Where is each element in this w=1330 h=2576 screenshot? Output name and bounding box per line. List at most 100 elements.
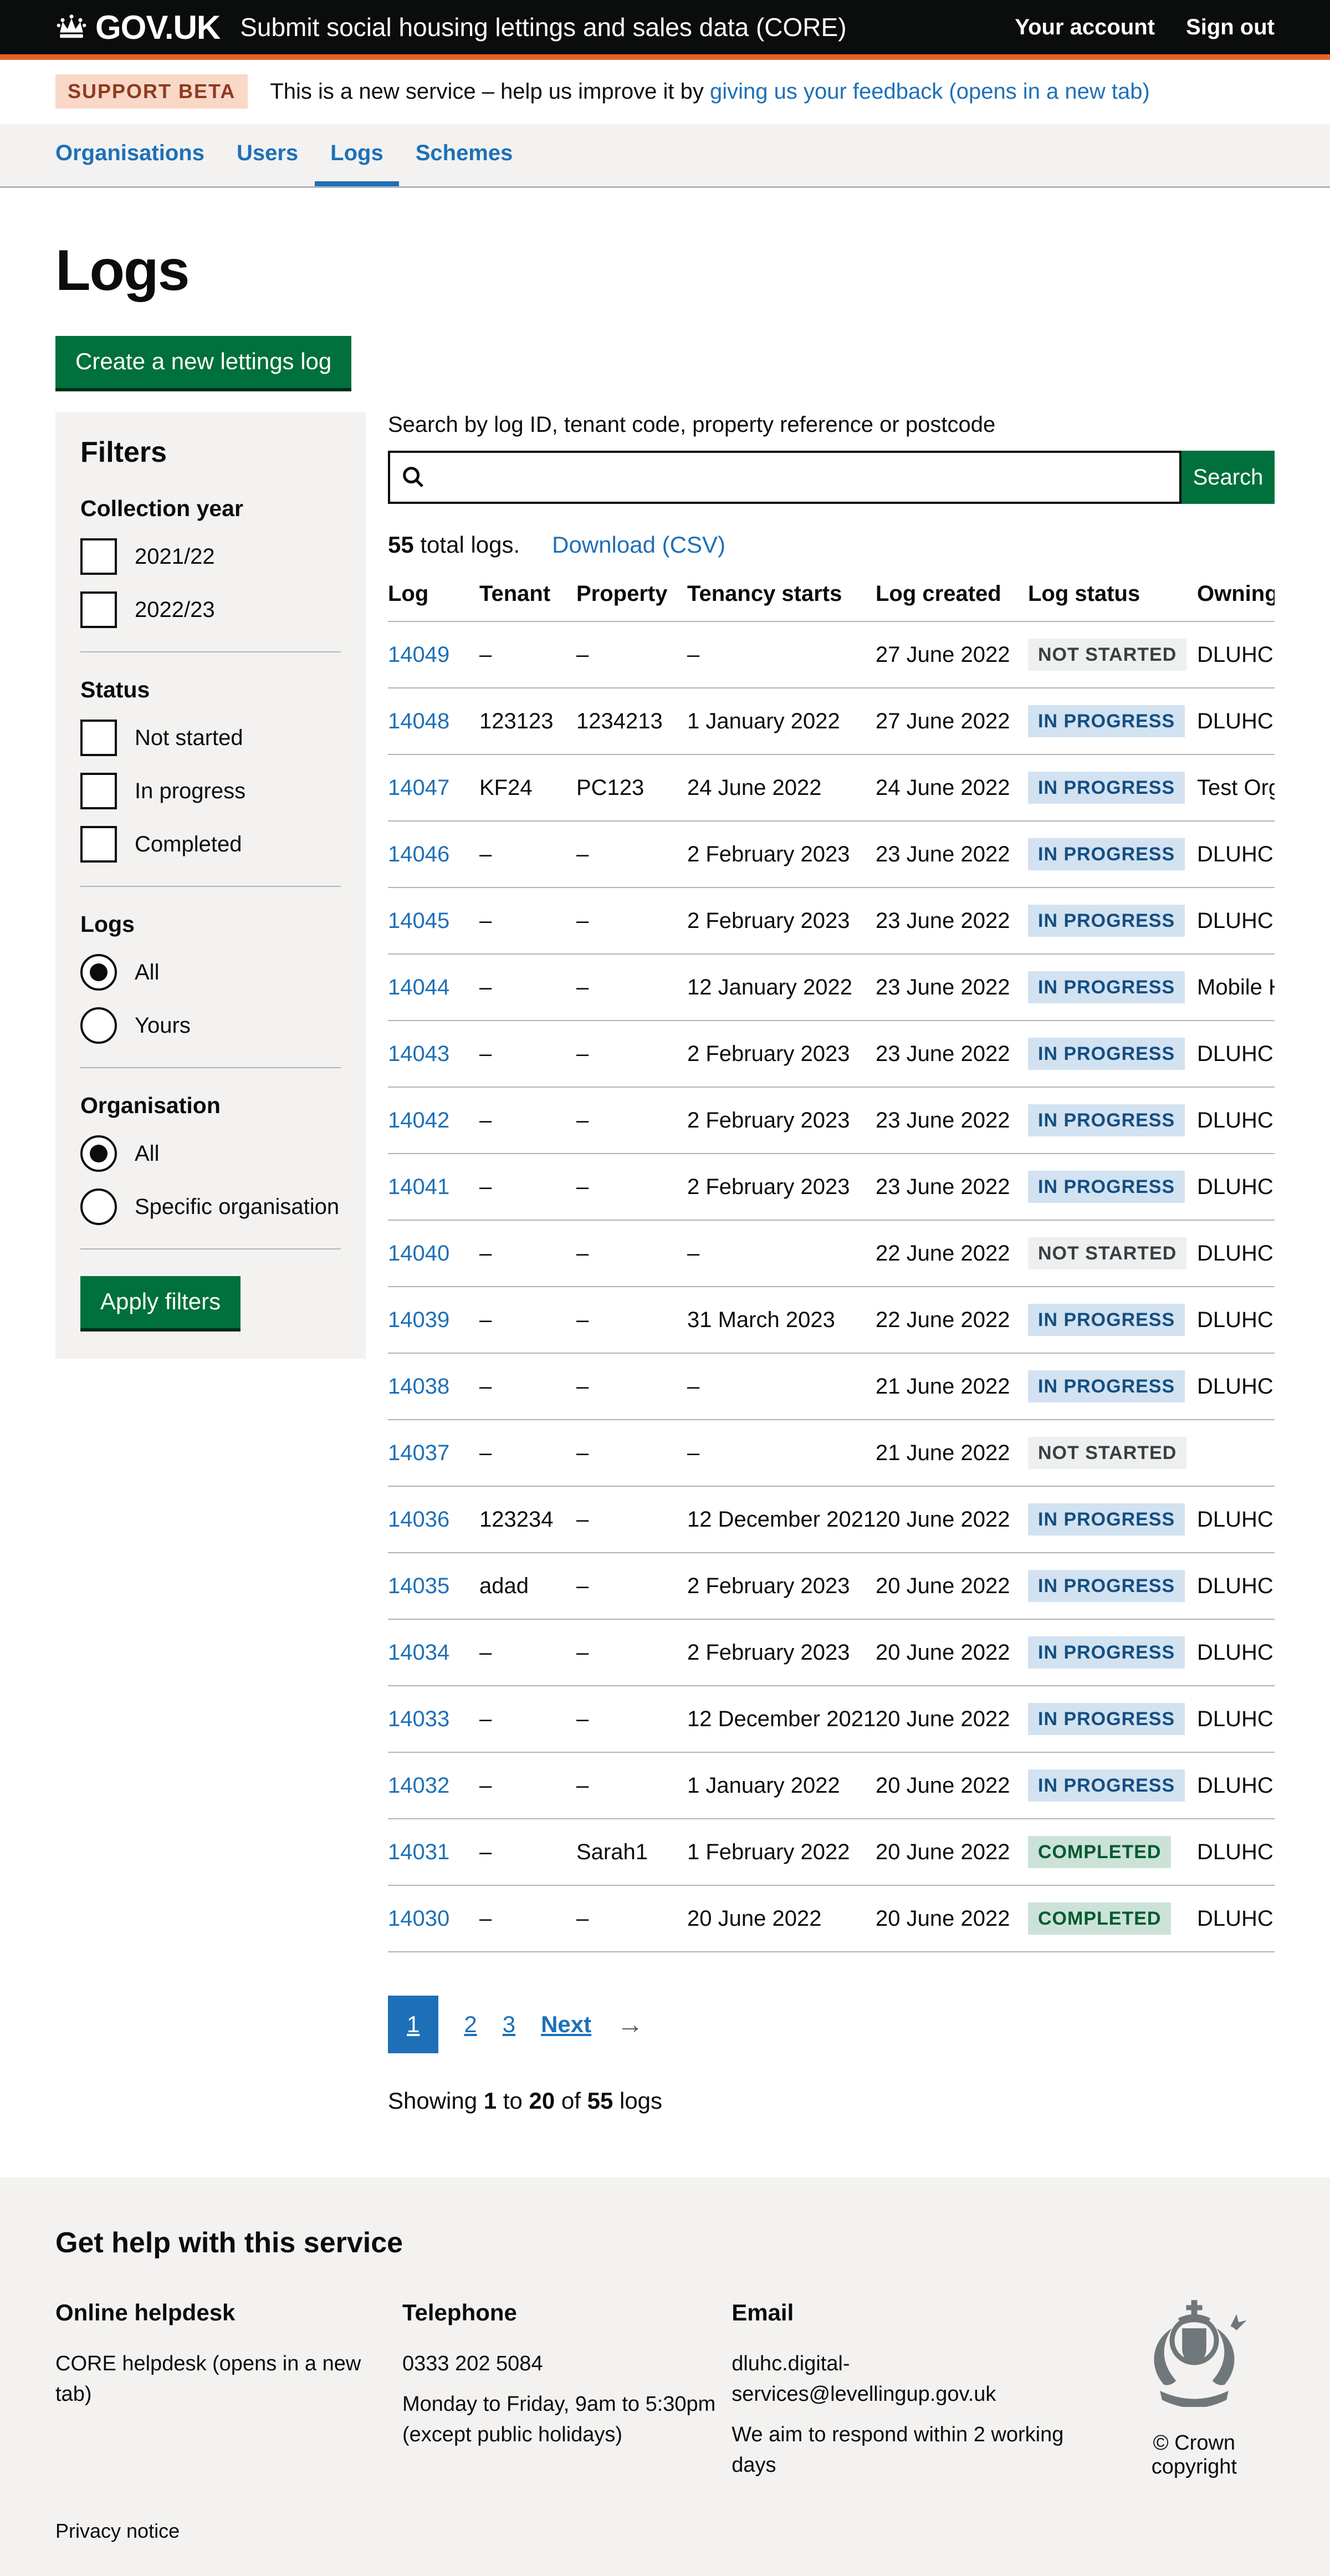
table-row: 14031 – Sarah1 1 February 2022 20 June 2022 C…	[388, 1819, 1275, 1886]
nav-link-users[interactable]: Users	[236, 141, 299, 165]
radio-all[interactable]	[80, 1135, 117, 1172]
filter-group-logs: Logs All Yours	[80, 911, 341, 1044]
log-link-14041[interactable]: 14041	[388, 1174, 450, 1199]
log-link-14038[interactable]: 14038	[388, 1374, 450, 1399]
privacy-notice-link[interactable]: Privacy notice	[55, 2519, 180, 2543]
status-badge: IN PROGRESS	[1028, 705, 1185, 737]
tenancy-starts-cell: 1 January 2022	[687, 688, 876, 755]
option-label-all[interactable]: All	[135, 1141, 160, 1166]
log-link-14034[interactable]: 14034	[388, 1640, 450, 1665]
log-link-14031[interactable]: 14031	[388, 1839, 450, 1864]
table-row: 14044– –12 January 2022 23 June 2022 IN PRO…	[388, 954, 1275, 1021]
tenancy-starts-cell: 24 June 2022	[687, 754, 876, 822]
crown-copyright-link[interactable]: © Crown copyright	[1151, 2431, 1237, 2478]
search-input[interactable]	[388, 451, 1181, 504]
tenancy-starts-cell: –	[687, 1420, 876, 1487]
log-id-cell: 14041	[388, 1154, 479, 1221]
owning-organisation-cell: DLUHC	[1197, 621, 1275, 688]
log-id-cell: 14038	[388, 1353, 479, 1420]
pagination-page-2[interactable]: 2	[464, 2011, 477, 2037]
checkbox-not-started[interactable]	[80, 720, 117, 756]
log-link-14046[interactable]: 14046	[388, 841, 450, 866]
log-link-14043[interactable]: 14043	[388, 1041, 450, 1066]
service-name-link[interactable]: Submit social housing lettings and sales…	[240, 13, 847, 42]
option-label-completed[interactable]: Completed	[135, 832, 242, 856]
tenancy-starts-cell: –	[687, 1220, 876, 1287]
radio-all[interactable]	[80, 954, 117, 991]
log-link-14044[interactable]: 14044	[388, 975, 450, 999]
tenancy-starts-cell: 2 February 2023	[687, 1619, 876, 1686]
log-link-14048[interactable]: 14048	[388, 708, 450, 733]
tenancy-starts-cell: 20 June 2022	[687, 1885, 876, 1952]
checkbox-completed[interactable]	[80, 826, 117, 863]
create-lettings-log-button[interactable]: Create a new lettings log	[55, 336, 352, 388]
feedback-link[interactable]: giving us your feedback (opens in a new …	[710, 79, 1150, 104]
property-cell: –	[576, 1486, 687, 1553]
log-link-14039[interactable]: 14039	[388, 1307, 450, 1332]
property-cell: –	[576, 621, 687, 688]
your-account-link[interactable]: Your account	[1015, 14, 1155, 39]
log-link-14042[interactable]: 14042	[388, 1108, 450, 1133]
log-link-14045[interactable]: 14045	[388, 908, 450, 933]
log-status-cell: NOT STARTED	[1028, 1420, 1197, 1487]
checkbox-2021-22[interactable]	[80, 538, 117, 575]
telephone-heading: Telephone	[402, 2299, 517, 2325]
header-account-nav: Your account Sign out	[1015, 15, 1275, 40]
option-label-all[interactable]: All	[135, 960, 160, 985]
core-helpdesk-link[interactable]: CORE helpdesk (opens in a new tab)	[55, 2351, 361, 2406]
nav-link-schemes[interactable]: Schemes	[415, 141, 513, 165]
option-label-2022-23[interactable]: 2022/23	[135, 597, 215, 622]
search-icon	[400, 464, 426, 495]
radio-specific-organisation[interactable]	[80, 1188, 117, 1225]
filter-option-not-started: Not started	[80, 720, 341, 756]
apply-filters-button[interactable]: Apply filters	[80, 1276, 241, 1328]
log-link-14047[interactable]: 14047	[388, 775, 450, 800]
nav-link-logs[interactable]: Logs	[315, 141, 399, 186]
filters-divider	[80, 886, 341, 887]
pagination-next-link[interactable]: Next	[541, 2011, 592, 2037]
log-created-cell: 23 June 2022	[876, 821, 1028, 888]
pagination-page-3[interactable]: 3	[502, 2011, 516, 2037]
log-link-14049[interactable]: 14049	[388, 642, 450, 667]
option-label-specific-organisation[interactable]: Specific organisation	[135, 1194, 340, 1219]
log-link-14036[interactable]: 14036	[388, 1507, 450, 1532]
option-label-in-progress[interactable]: In progress	[135, 778, 246, 803]
phase-banner: SUPPORT BETA This is a new service – hel…	[0, 60, 1330, 124]
beta-tag: SUPPORT BETA	[55, 74, 248, 109]
email-heading: Email	[732, 2299, 794, 2325]
log-link-14033[interactable]: 14033	[388, 1706, 450, 1731]
log-id-cell: 14042	[388, 1087, 479, 1154]
telephone-hours: Monday to Friday, 9am to 5:30pm	[402, 2392, 716, 2416]
download-csv-link[interactable]: Download (CSV)	[552, 532, 725, 558]
option-label-not-started[interactable]: Not started	[135, 725, 243, 750]
search-label: Search by log ID, tenant code, property …	[388, 412, 996, 437]
nav-link-organisations[interactable]: Organisations	[55, 141, 204, 165]
column-header-log-status: Log status	[1028, 581, 1197, 622]
log-link-14035[interactable]: 14035	[388, 1573, 450, 1598]
table-row: 14047 KF24 PC123 24 June 2022 24 June 2022 IN…	[388, 754, 1275, 822]
email-link[interactable]: dluhc.digital-services@levellingup.gov.u…	[732, 2351, 996, 2406]
radio-yours[interactable]	[80, 1007, 117, 1044]
property-cell: –	[576, 1287, 687, 1354]
column-header-owning-or: Owning or	[1197, 581, 1275, 622]
log-link-14032[interactable]: 14032	[388, 1773, 450, 1798]
property-cell: –	[576, 1619, 687, 1686]
table-row: 14045– –2 February 2023 23 June 2022 IN PRO…	[388, 887, 1275, 955]
pagination-page-1[interactable]: 1	[388, 1996, 439, 2053]
option-label-yours[interactable]: Yours	[135, 1013, 191, 1038]
log-link-14030[interactable]: 14030	[388, 1906, 450, 1931]
status-badge: COMPLETED	[1028, 1836, 1172, 1868]
status-badge: COMPLETED	[1028, 1902, 1172, 1935]
filter-option-2022-23: 2022/23	[80, 591, 341, 628]
nav-item-schemes: Schemes	[400, 141, 529, 186]
govuk-logo[interactable]: GOV.UK	[55, 8, 221, 47]
checkbox-2022-23[interactable]	[80, 591, 117, 628]
arrow-right-icon: →	[617, 2009, 644, 2039]
checkbox-in-progress[interactable]	[80, 773, 117, 809]
sign-out-link[interactable]: Sign out	[1186, 14, 1275, 39]
search-button[interactable]: Search	[1181, 451, 1275, 504]
log-link-14040[interactable]: 14040	[388, 1241, 450, 1266]
option-label-2021-22[interactable]: 2021/22	[135, 544, 215, 569]
log-link-14037[interactable]: 14037	[388, 1440, 450, 1465]
log-status-cell: COMPLETED	[1028, 1885, 1197, 1952]
